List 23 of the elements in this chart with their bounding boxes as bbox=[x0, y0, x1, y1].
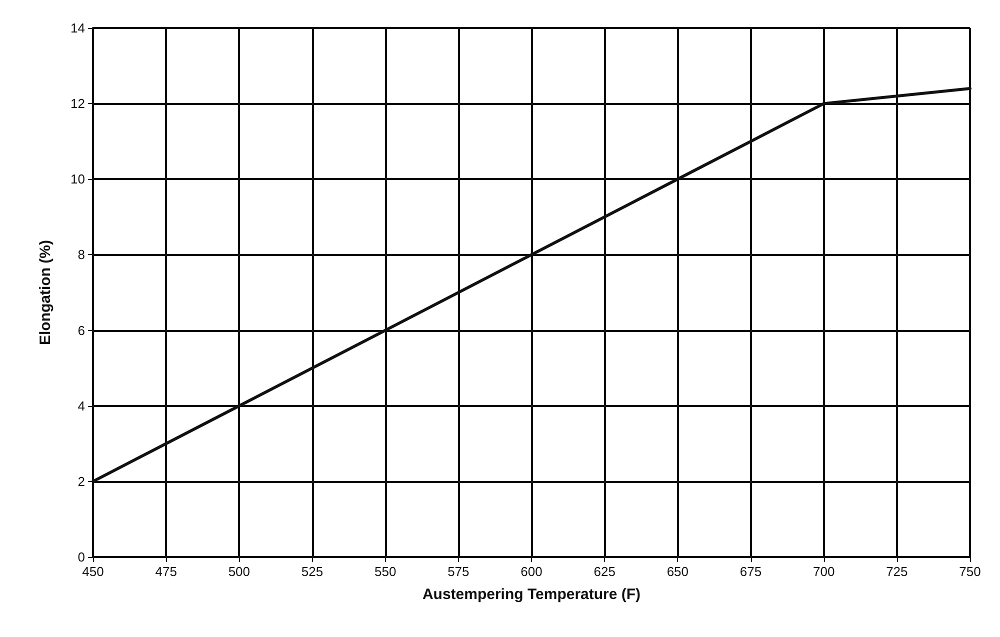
x-tick-label: 500 bbox=[228, 564, 250, 579]
x-tick-label: 750 bbox=[959, 564, 981, 579]
y-tick-label: 6 bbox=[78, 322, 85, 338]
y-tick-label: 12 bbox=[70, 96, 85, 112]
x-tick-label: 675 bbox=[740, 564, 762, 579]
x-tick-label: 625 bbox=[594, 564, 616, 579]
x-tick-label: 450 bbox=[82, 564, 104, 579]
x-tick-label: 600 bbox=[520, 564, 542, 579]
x-axis-title: Austempering Temperature (F) bbox=[422, 586, 641, 603]
y-tick-label: 8 bbox=[78, 247, 85, 262]
x-tick-label: 475 bbox=[155, 564, 177, 579]
y-axis-title: Elongation (%) bbox=[37, 240, 54, 345]
x-tick-label: 525 bbox=[301, 564, 324, 579]
x-tick-label: 575 bbox=[448, 564, 470, 579]
x-tick-label: 550 bbox=[374, 564, 396, 579]
y-tick-label: 14 bbox=[70, 20, 85, 36]
y-tick-label: 4 bbox=[78, 398, 85, 414]
y-tick-label: 10 bbox=[70, 172, 85, 187]
x-tick-label: 700 bbox=[812, 564, 835, 579]
y-tick-label: 2 bbox=[78, 474, 85, 489]
x-tick-label: 725 bbox=[886, 564, 908, 579]
x-tick-label: 650 bbox=[666, 564, 689, 579]
y-tick-label: 0 bbox=[78, 550, 85, 564]
